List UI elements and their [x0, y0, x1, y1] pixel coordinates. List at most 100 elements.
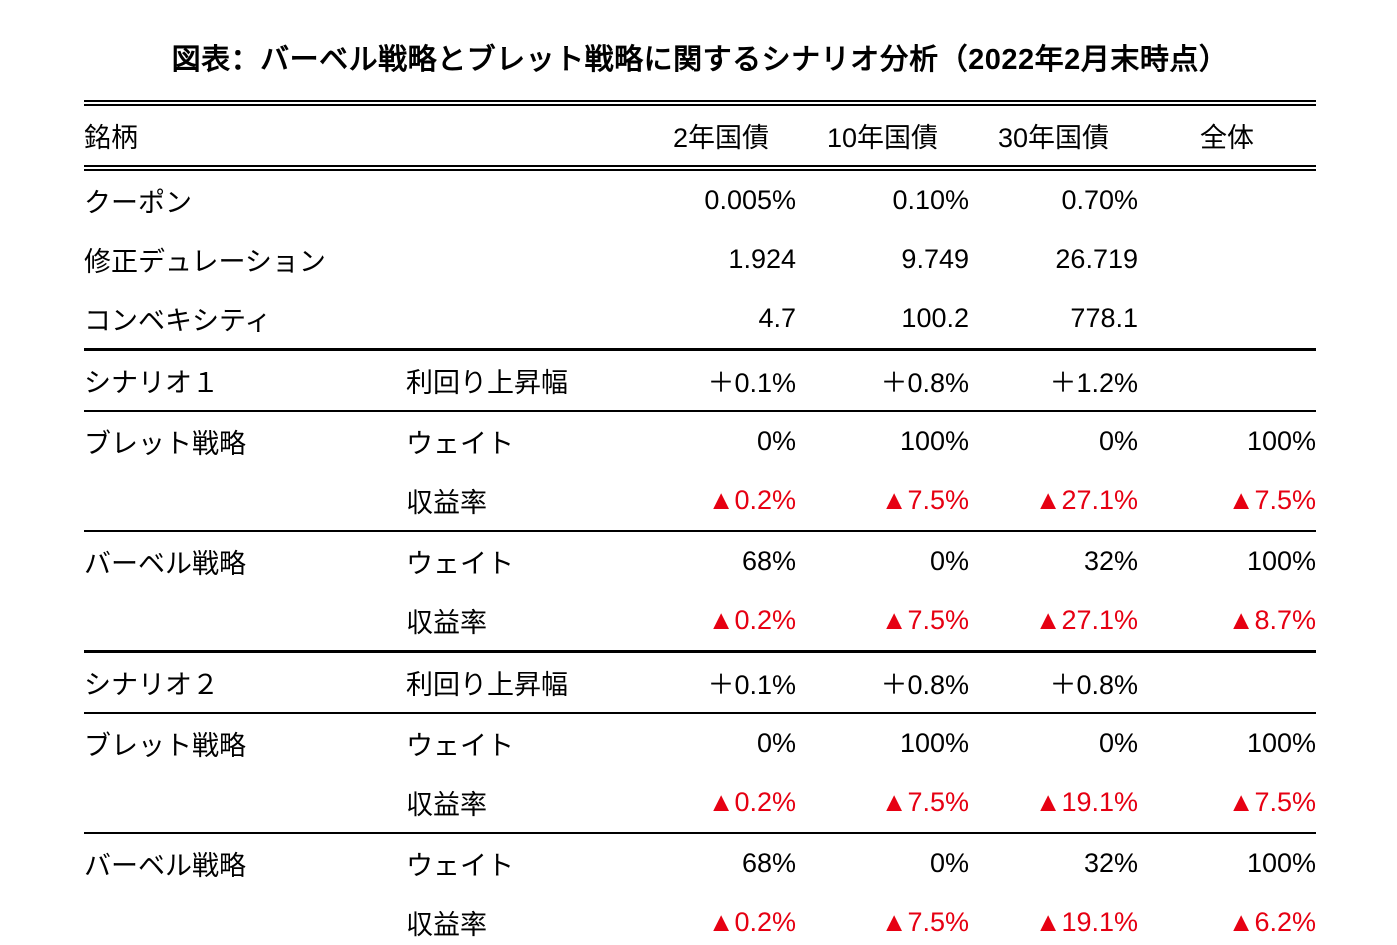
value-cell: 100.2 — [796, 289, 969, 351]
value-cell: 9.749 — [901, 244, 969, 274]
table-row-scenario1-bullet-weight: ブレット戦略 ウェイト 0% 100% 0% 100% — [84, 411, 1316, 471]
sub-label-cell: 収益率 — [406, 773, 646, 834]
value-cell-negative: ▲0.2% — [646, 471, 796, 532]
value-cell: 68% — [741, 546, 796, 576]
sub-label-cell: ウェイト — [406, 731, 514, 761]
table-row-scenario1-bullet-return: 収益率 ▲0.2% ▲7.5% ▲27.1% ▲7.5% — [84, 471, 1316, 532]
table-row-scenario1-barbell-return: 収益率 ▲0.2% ▲7.5% ▲27.1% ▲8.7% — [84, 591, 1316, 653]
column-header-10y: 10年国債 — [796, 100, 969, 171]
value-cell: ＋0.8% — [796, 349, 969, 412]
value-cell: 778.1 — [969, 289, 1138, 351]
value-cell-negative: ▲0.2% — [646, 591, 796, 653]
value-cell: ＋0.8% — [796, 651, 969, 714]
value-cell: 0% — [756, 728, 796, 758]
value-cell-negative: ▲7.5% — [796, 591, 969, 653]
value-cell-negative: ▲27.1% — [969, 591, 1138, 653]
value-cell: 32% — [1083, 546, 1138, 576]
row-label-cell — [84, 471, 406, 532]
table-row-scenario2-yield-rise: シナリオ２ 利回り上昇幅 ＋0.1% ＋0.8% ＋0.8% — [84, 651, 1316, 714]
table-header-row: 銘柄 2年国債 10年国債 30年国債 全体 — [84, 100, 1316, 171]
value-cell: 68% — [741, 848, 796, 878]
row-label-cell — [84, 591, 406, 653]
value-cell-negative: ▲7.5% — [1138, 773, 1316, 834]
sub-label-cell: ウェイト — [406, 429, 514, 459]
value-cell: 0% — [1098, 728, 1138, 758]
value-cell: 0.70% — [1061, 185, 1138, 215]
row-label-cell: バーベル戦略 — [84, 851, 246, 881]
sub-label-cell: 利回り上昇幅 — [406, 349, 646, 412]
row-label-cell: ブレット戦略 — [84, 731, 246, 761]
value-cell: 4.7 — [646, 289, 796, 351]
sub-label-cell: 収益率 — [406, 471, 646, 532]
sub-label-cell: ウェイト — [406, 851, 514, 881]
column-header-2y: 2年国債 — [646, 100, 796, 171]
value-cell-negative: ▲7.5% — [796, 471, 969, 532]
value-cell — [1138, 168, 1316, 230]
value-cell: ＋0.1% — [646, 349, 796, 412]
value-cell-negative: ▲19.1% — [969, 773, 1138, 834]
value-cell: 0% — [929, 848, 969, 878]
value-cell: ＋0.1% — [646, 651, 796, 714]
value-cell: 0% — [929, 546, 969, 576]
value-cell: 0% — [1098, 426, 1138, 456]
value-cell-negative: ▲19.1% — [969, 893, 1138, 945]
value-cell: 100% — [1246, 426, 1316, 456]
value-cell — [1138, 230, 1316, 289]
value-cell: 0.10% — [892, 185, 969, 215]
value-cell: 1.924 — [728, 244, 796, 274]
value-cell-negative: ▲27.1% — [969, 471, 1138, 532]
value-cell: 0.005% — [704, 185, 796, 215]
column-header-total: 全体 — [1138, 100, 1316, 171]
column-header-blank — [406, 100, 646, 171]
row-label-cell: バーベル戦略 — [84, 549, 246, 579]
value-cell-negative: ▲0.2% — [646, 893, 796, 945]
value-cell: 32% — [1083, 848, 1138, 878]
table-row-scenario1-yield-rise: シナリオ１ 利回り上昇幅 ＋0.1% ＋0.8% ＋1.2% — [84, 349, 1316, 412]
row-label-cell: 修正デュレーション — [84, 247, 326, 277]
value-cell-negative: ▲6.2% — [1138, 893, 1316, 945]
value-cell: 26.719 — [1055, 244, 1138, 274]
table-row-scenario2-barbell-return: 収益率 ▲0.2% ▲7.5% ▲19.1% ▲6.2% — [84, 893, 1316, 945]
row-label-cell — [84, 773, 406, 834]
figure-title: 図表：バーベル戦略とブレット戦略に関するシナリオ分析（2022年2月末時点） — [171, 44, 1229, 76]
row-label-cell: ブレット戦略 — [84, 429, 246, 459]
table-row-convexity: コンベキシティ 4.7 100.2 778.1 — [84, 289, 1316, 351]
table-row-modified-duration: 修正デュレーション 1.924 9.749 26.719 — [84, 230, 1316, 289]
value-cell-negative: ▲7.5% — [796, 893, 969, 945]
table-row-scenario2-barbell-weight: バーベル戦略 ウェイト 68% 0% 32% 100% — [84, 833, 1316, 893]
value-cell-negative: ▲7.5% — [1138, 471, 1316, 532]
sub-label-cell — [406, 168, 646, 230]
sub-label-cell: 収益率 — [406, 591, 646, 653]
column-header-30y: 30年国債 — [969, 100, 1138, 171]
value-cell — [1138, 349, 1316, 412]
value-cell: 100% — [899, 426, 969, 456]
value-cell-negative: ▲7.5% — [796, 773, 969, 834]
scenario-analysis-table: 銘柄 2年国債 10年国債 30年国債 全体 クーポン 0.005% 0.10%… — [84, 100, 1316, 945]
value-cell: 100% — [899, 728, 969, 758]
value-cell: 100% — [1246, 728, 1316, 758]
value-cell: ＋0.8% — [969, 651, 1138, 714]
row-label-cell: クーポン — [84, 188, 192, 218]
value-cell-negative: ▲8.7% — [1138, 591, 1316, 653]
sub-label-cell: 収益率 — [406, 893, 646, 945]
table-row-scenario2-bullet-weight: ブレット戦略 ウェイト 0% 100% 0% 100% — [84, 713, 1316, 773]
sub-label-cell: 利回り上昇幅 — [406, 651, 646, 714]
value-cell: ＋1.2% — [969, 349, 1138, 412]
value-cell: 100% — [1246, 848, 1316, 878]
row-label-cell: シナリオ１ — [84, 349, 406, 412]
table-row-scenario2-bullet-return: 収益率 ▲0.2% ▲7.5% ▲19.1% ▲7.5% — [84, 773, 1316, 834]
table-row-scenario1-barbell-weight: バーベル戦略 ウェイト 68% 0% 32% 100% — [84, 531, 1316, 591]
column-header-meigara: 銘柄 — [84, 100, 406, 171]
value-cell: 0% — [756, 426, 796, 456]
value-cell: 100% — [1246, 546, 1316, 576]
value-cell — [1138, 651, 1316, 714]
row-label-cell: シナリオ２ — [84, 651, 406, 714]
sub-label-cell — [406, 289, 646, 351]
table-row-coupon: クーポン 0.005% 0.10% 0.70% — [84, 168, 1316, 230]
row-label-cell: コンベキシティ — [84, 289, 406, 351]
sub-label-cell: ウェイト — [406, 549, 514, 579]
value-cell-negative: ▲0.2% — [646, 773, 796, 834]
row-label-cell — [84, 893, 406, 945]
sub-label-cell — [406, 230, 646, 289]
